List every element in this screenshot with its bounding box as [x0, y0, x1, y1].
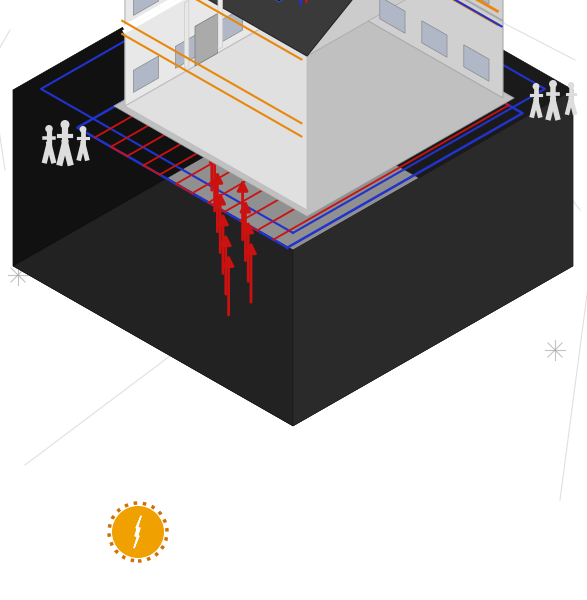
Circle shape	[60, 120, 69, 129]
Polygon shape	[321, 0, 503, 98]
Polygon shape	[134, 516, 141, 548]
Polygon shape	[125, 0, 503, 56]
Circle shape	[532, 83, 539, 90]
Polygon shape	[13, 90, 293, 426]
Polygon shape	[125, 0, 307, 210]
Polygon shape	[307, 0, 503, 56]
Polygon shape	[293, 0, 573, 266]
Polygon shape	[125, 0, 321, 106]
Circle shape	[80, 126, 86, 133]
Polygon shape	[125, 0, 405, 56]
Polygon shape	[259, 0, 285, 20]
Polygon shape	[321, 0, 503, 21]
Circle shape	[549, 80, 557, 88]
Polygon shape	[217, 8, 242, 44]
Polygon shape	[184, 1, 189, 69]
Polygon shape	[125, 0, 321, 29]
Circle shape	[45, 125, 53, 133]
Circle shape	[112, 506, 164, 558]
Polygon shape	[133, 0, 158, 16]
Polygon shape	[176, 32, 201, 68]
Polygon shape	[380, 0, 405, 33]
Polygon shape	[422, 21, 447, 57]
Circle shape	[568, 82, 574, 88]
Polygon shape	[114, 0, 514, 217]
Polygon shape	[13, 106, 573, 426]
Polygon shape	[464, 0, 489, 4]
Polygon shape	[13, 0, 293, 266]
Polygon shape	[223, 0, 349, 2]
Polygon shape	[195, 14, 217, 66]
Polygon shape	[133, 56, 158, 92]
Polygon shape	[13, 0, 573, 250]
Polygon shape	[293, 90, 573, 426]
Polygon shape	[218, 0, 222, 50]
Polygon shape	[464, 45, 489, 81]
